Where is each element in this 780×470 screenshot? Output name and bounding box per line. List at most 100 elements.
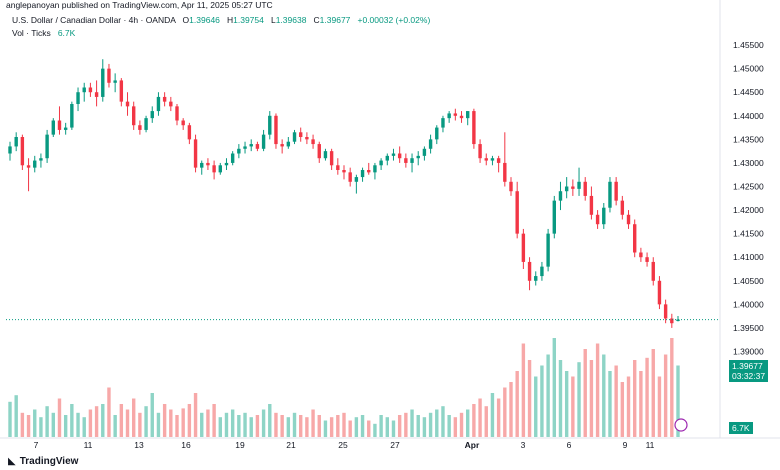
volume-bar (20, 412, 25, 437)
candle-body (466, 111, 470, 119)
candle-body (360, 170, 365, 178)
candle-body (521, 233, 526, 262)
volume-bar (132, 398, 136, 437)
candle-body (422, 148, 427, 156)
volume-bar (63, 415, 68, 437)
volume-bar (125, 409, 130, 437)
y-tick-label: 1.42000 (733, 205, 764, 215)
volume-bar (88, 409, 93, 437)
candle-body (614, 181, 618, 201)
volume-bar (187, 404, 192, 437)
high-label: H (227, 15, 234, 25)
x-tick-label: 27 (390, 440, 400, 450)
candle-body (416, 155, 420, 159)
candle-body (274, 115, 278, 145)
candle-body (26, 165, 31, 168)
candle-body (608, 181, 612, 208)
bar-countdown: 03:32:37 (732, 371, 766, 381)
volume-bar (150, 393, 154, 437)
volume-bar (138, 412, 142, 437)
volume-bar (651, 349, 655, 437)
volume-bar (410, 409, 414, 437)
volume-bar (558, 360, 563, 437)
x-tick-label: 9 (623, 440, 628, 450)
candle-body (255, 144, 260, 149)
y-tick-label: 1.41500 (733, 229, 764, 239)
candle-body (651, 261, 655, 281)
candle-body (261, 134, 266, 149)
candle-body (150, 111, 154, 119)
candle-body (670, 318, 674, 324)
volume-bar (633, 360, 637, 437)
volume-bar (26, 415, 31, 437)
volume-bar (490, 393, 495, 437)
volume-bar (397, 415, 402, 437)
candle-body (404, 158, 408, 163)
candle-body (212, 165, 216, 173)
candle-body (484, 158, 488, 161)
volume-bar (336, 415, 340, 437)
volume-bar (515, 371, 519, 437)
candle-body (200, 162, 204, 168)
volume-bar (342, 412, 346, 437)
candle-body (379, 160, 383, 166)
volume-bar (478, 398, 482, 437)
y-tick-label: 1.41000 (733, 252, 764, 262)
open-label: O (182, 15, 190, 25)
y-tick-label: 1.44500 (733, 87, 764, 97)
candle-body (329, 151, 334, 166)
brand-name: TradingView (19, 456, 79, 467)
volume-bar (268, 404, 272, 437)
candle-body (8, 146, 12, 154)
symbol-title: U.S. Dollar / Canadian Dollar · 4h · OAN… (12, 15, 176, 25)
candle-body (70, 104, 74, 128)
candle-body (132, 106, 136, 126)
candle-body (373, 165, 377, 173)
volume-bar (299, 415, 303, 437)
volume-bar (404, 412, 408, 437)
candle-body (657, 280, 662, 305)
candle-body (645, 257, 649, 262)
volume-bar (329, 417, 334, 437)
candle-body (119, 80, 124, 102)
candle-body (175, 106, 179, 121)
volume-bar (354, 417, 359, 437)
last-price-tag: 1.39677 03:32:37 (729, 360, 769, 382)
volume-label: Vol · Ticks (12, 28, 51, 38)
x-tick-label: 21 (286, 440, 296, 450)
volume-bar (348, 420, 352, 437)
candle-body (14, 137, 18, 147)
volume-bar (385, 417, 389, 437)
volume-tag: 6.7K (729, 422, 753, 434)
candle-body (125, 101, 130, 107)
change-value: +0.00032 (+0.02%) (357, 15, 431, 25)
flash-icon (674, 418, 688, 432)
volume-bar (243, 412, 247, 437)
candle-body (639, 252, 643, 258)
volume-bar (249, 417, 253, 437)
volume-bar (663, 354, 668, 437)
volume-bar (311, 409, 315, 437)
low-value: 1.39638 (275, 15, 307, 25)
x-tick-label: 7 (34, 440, 39, 450)
volume-bar (608, 371, 612, 437)
volume-bar (484, 406, 488, 437)
tradingview-brand: ◣ TradingView (8, 456, 78, 467)
volume-bar (496, 398, 501, 437)
x-tick-label: 16 (181, 440, 191, 450)
candle-body (385, 155, 389, 161)
volume-bar (51, 412, 55, 437)
candle-body (39, 158, 43, 161)
chart-legend: U.S. Dollar / Canadian Dollar · 4h · OAN… (12, 15, 430, 25)
candle-body (230, 153, 235, 163)
low-label: L (270, 15, 276, 25)
candle-body (397, 153, 402, 159)
volume-bar (175, 415, 179, 437)
candle-body (20, 137, 25, 166)
candle-body (138, 125, 142, 130)
candle-body (447, 113, 451, 119)
volume-bar (14, 395, 18, 437)
volume-bar (595, 343, 600, 437)
candle-body (459, 115, 464, 119)
